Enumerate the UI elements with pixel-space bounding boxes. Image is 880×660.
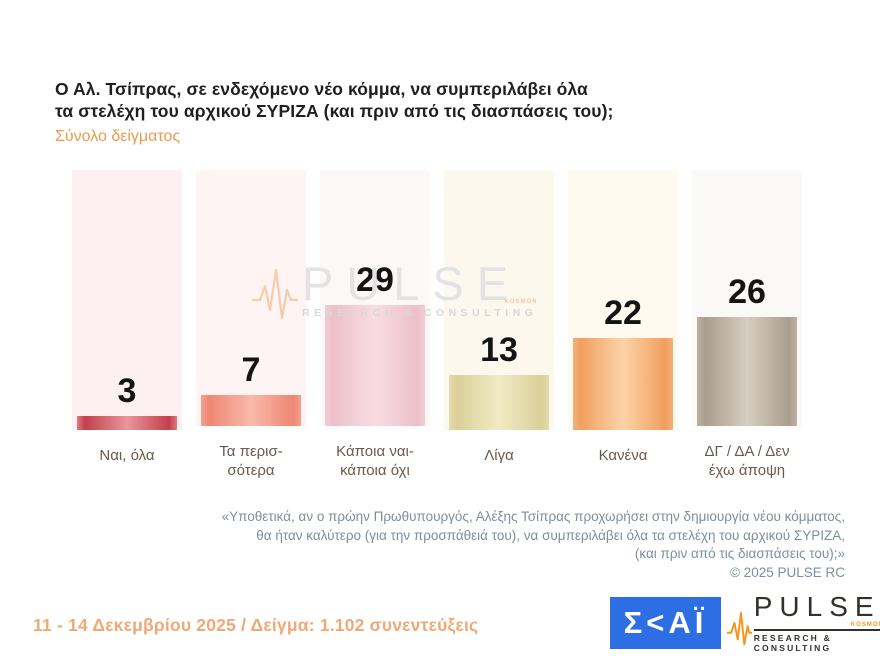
pulse-logo-small-mark: KOSMON (850, 622, 880, 628)
category-label: Τα περισ- σότερα (219, 443, 283, 479)
chart-title-line-2: τα στελέχη του αρχικού ΣΥΡΙΖΑ (και πριν … (55, 101, 614, 121)
skai-logo: Σ<ΑΪ (610, 597, 721, 649)
bar (448, 375, 550, 430)
chart-columns: 3 Ναι, όλα 7 Τα περισ- σότερα 29 Κάποια ναι- … (72, 170, 802, 480)
bar-value-label: 7 (241, 351, 261, 389)
bar-track: 13 (444, 170, 554, 430)
chart-column: 13 Λίγα (444, 170, 554, 480)
bar-track: 22 (568, 170, 678, 430)
pulse-logo-wordmark: PULSE (753, 591, 880, 622)
category-label: Ναι, όλα (99, 447, 155, 464)
bar (696, 317, 798, 426)
bar (76, 416, 178, 430)
chart-subtitle: Σύνολο δείγματος (55, 128, 181, 145)
bar-value-label: 29 (356, 261, 394, 299)
bar-value-label: 22 (604, 294, 642, 332)
category-label: Κάποια ναι- κάποια όχι (336, 443, 414, 479)
pulse-rc-logo: PULSE KOSMON RESEARCH & CONSULTING (727, 592, 880, 653)
bar-value-label: 26 (728, 273, 766, 311)
bar-track: 29 (320, 170, 430, 426)
bar (324, 305, 426, 426)
pulse-logo-rule (753, 629, 880, 631)
chart-column: 29 Κάποια ναι- κάποια όχι (320, 170, 430, 480)
skai-logo-text: Σ<ΑΪ (623, 605, 708, 640)
category-label: Λίγα (484, 447, 514, 464)
bar-value-label: 3 (117, 372, 137, 410)
pulse-logo-tagline: RESEARCH & CONSULTING (753, 633, 832, 653)
bar-track: 7 (196, 170, 306, 426)
bar (200, 395, 302, 426)
pulse-waveform-icon (727, 612, 752, 646)
bar-chart: 3 Ναι, όλα 7 Τα περισ- σότερα 29 Κάποια ναι- … (72, 170, 802, 480)
category-label: ΔΓ / ΔΑ / Δεν έχω άποψη (704, 443, 790, 479)
chart-column: 22 Κανένα (568, 170, 678, 480)
bar-value-label: 13 (480, 331, 518, 369)
fieldwork-date-sample: 11 - 14 Δεκεμβρίου 2025 / Δείγμα: 1.102 … (33, 615, 479, 635)
category-label: Κανένα (598, 447, 648, 464)
bar-track: 26 (692, 170, 802, 426)
chart-title-block: Ο Αλ. Τσίπρας, σε ενδεχόμενο νέο κόμμα, … (55, 78, 613, 147)
chart-column: 3 Ναι, όλα (72, 170, 182, 480)
question-footnote: «Υποθετικά, αν ο πρώην Πρωθυπουργός, Αλέ… (221, 509, 845, 580)
chart-column: 7 Τα περισ- σότερα (196, 170, 306, 480)
chart-title-line-1: Ο Αλ. Τσίπρας, σε ενδεχόμενο νέο κόμμα, … (55, 79, 588, 99)
bar (572, 338, 674, 430)
chart-column: 26 ΔΓ / ΔΑ / Δεν έχω άποψη (692, 170, 802, 480)
bar-track: 3 (72, 170, 182, 430)
